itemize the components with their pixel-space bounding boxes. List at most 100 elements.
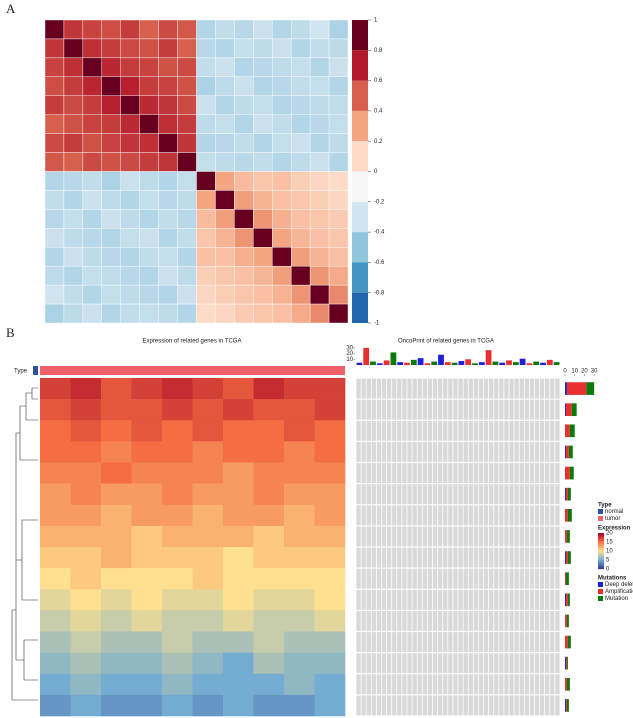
- top-bar: [444, 362, 451, 365]
- oncoprint-cell: [483, 505, 489, 526]
- oncoprint-cell: [361, 526, 366, 547]
- heatmap-cell: [223, 483, 254, 506]
- heatmap-cell: [44, 190, 65, 210]
- heatmap-cell: [139, 265, 159, 286]
- heatmap-cell: [101, 547, 132, 569]
- heatmap-cell: [215, 38, 235, 59]
- oncoprint-cell: [376, 674, 382, 695]
- oncoprint-cell: [432, 653, 438, 674]
- oncoprint-cell: [381, 463, 387, 484]
- legend-gradient: [598, 567, 604, 570]
- oncoprint-cell: [499, 484, 504, 505]
- oncoprint-cell: [468, 674, 473, 695]
- oncoprint-cell: [555, 399, 560, 420]
- heatmap-cell: [63, 171, 84, 191]
- heatmap-cell: [328, 38, 349, 59]
- oncoprint-cell: [463, 484, 468, 505]
- heatmap-cell: [101, 378, 132, 400]
- oncoprint-cell: [443, 399, 448, 420]
- colorbar-band: [352, 141, 368, 172]
- oncoprint-cell: [524, 463, 529, 484]
- oncoprint-cell: [468, 484, 473, 505]
- top-bar: [478, 362, 485, 365]
- oncoprint-cell: [417, 463, 422, 484]
- right-bar: [566, 656, 568, 670]
- heatmap-cell: [101, 568, 132, 590]
- oncoprint-cell: [524, 484, 529, 505]
- legend-gradient: [598, 537, 604, 540]
- heatmap-cell: [101, 76, 121, 96]
- heatmap-cell: [192, 483, 224, 506]
- top-bar: [506, 360, 512, 365]
- oncoprint-cell: [514, 378, 519, 399]
- oncoprint-cell: [392, 526, 397, 547]
- right-bar: [565, 635, 568, 649]
- oncoprint-cell: [499, 632, 504, 653]
- top-tick-label: 20: [346, 351, 353, 357]
- oncoprint-cell: [448, 568, 453, 589]
- oncoprint-cell: [387, 653, 392, 674]
- oncoprint-cell: [448, 526, 453, 547]
- legend-gradient: [598, 555, 604, 558]
- legend-swatch: [598, 596, 603, 601]
- oncoprint-cell: [458, 695, 463, 716]
- heatmap-cell: [101, 114, 121, 134]
- heatmap-cell: [162, 504, 193, 527]
- oncoprint-cell: [509, 610, 514, 631]
- heatmap-cell: [162, 652, 193, 675]
- oncoprint-cell: [417, 526, 422, 547]
- oncoprint-cell: [540, 653, 545, 674]
- heatmap-cell: [192, 525, 224, 548]
- oncoprint-cell: [407, 589, 412, 610]
- oncoprint-cell: [371, 632, 376, 653]
- heatmap-cell: [309, 57, 330, 78]
- heatmap-cell: [101, 589, 132, 611]
- oncoprint-cell: [534, 568, 540, 589]
- heatmap-cell: [223, 504, 254, 527]
- heatmap-cell: [314, 694, 346, 717]
- oncoprint-cell: [524, 526, 529, 547]
- oncoprint-cell: [468, 526, 473, 547]
- oncoprint-cell: [361, 568, 366, 589]
- heatmap-cell: [290, 57, 311, 78]
- oncoprint-cell: [448, 463, 453, 484]
- oncoprint-cell: [555, 547, 560, 568]
- oncoprint-cell: [463, 505, 468, 526]
- heatmap-cell: [192, 652, 224, 675]
- oncoprint-cell: [458, 568, 463, 589]
- heatmap-cell: [44, 57, 65, 78]
- heatmap-cell: [120, 152, 140, 172]
- heatmap-cell: [309, 171, 330, 191]
- heatmap-cell: [120, 284, 140, 305]
- oncoprint-cell: [534, 674, 540, 695]
- heatmap-cell: [192, 399, 224, 421]
- heatmap-cell: [290, 190, 311, 210]
- oncoprint-cell: [489, 589, 494, 610]
- oncoprint-cell: [540, 547, 545, 568]
- oncoprint-cell: [514, 568, 519, 589]
- oncoprint-cell: [361, 463, 366, 484]
- oncoprint-cell: [483, 378, 489, 399]
- colorbar-tick-label: 0.6: [374, 78, 383, 84]
- heatmap-cell: [272, 171, 292, 191]
- oncoprint-cell: [473, 589, 478, 610]
- heatmap-cell: [196, 38, 216, 59]
- oncoprint-cell: [438, 441, 443, 462]
- oncoprint-cell: [417, 547, 422, 568]
- heatmap-cell: [139, 228, 159, 248]
- heatmap-cell: [223, 378, 254, 400]
- oncoprint-cell: [529, 674, 535, 695]
- oncoprint-cell: [489, 399, 494, 420]
- heatmap-cell: [139, 76, 159, 96]
- oncoprint-cell: [381, 674, 387, 695]
- heatmap-cell: [158, 152, 178, 172]
- oncoprint-cell: [361, 505, 366, 526]
- oncoprint-cell: [397, 484, 402, 505]
- oncoprint-cell: [540, 526, 545, 547]
- oncoprint-cell: [412, 378, 417, 399]
- top-bar: [533, 361, 540, 365]
- top-bar: [451, 362, 458, 365]
- heatmap-cell: [70, 504, 102, 527]
- oncoprint-cell: [402, 610, 407, 631]
- oncoprint-cell: [458, 674, 463, 695]
